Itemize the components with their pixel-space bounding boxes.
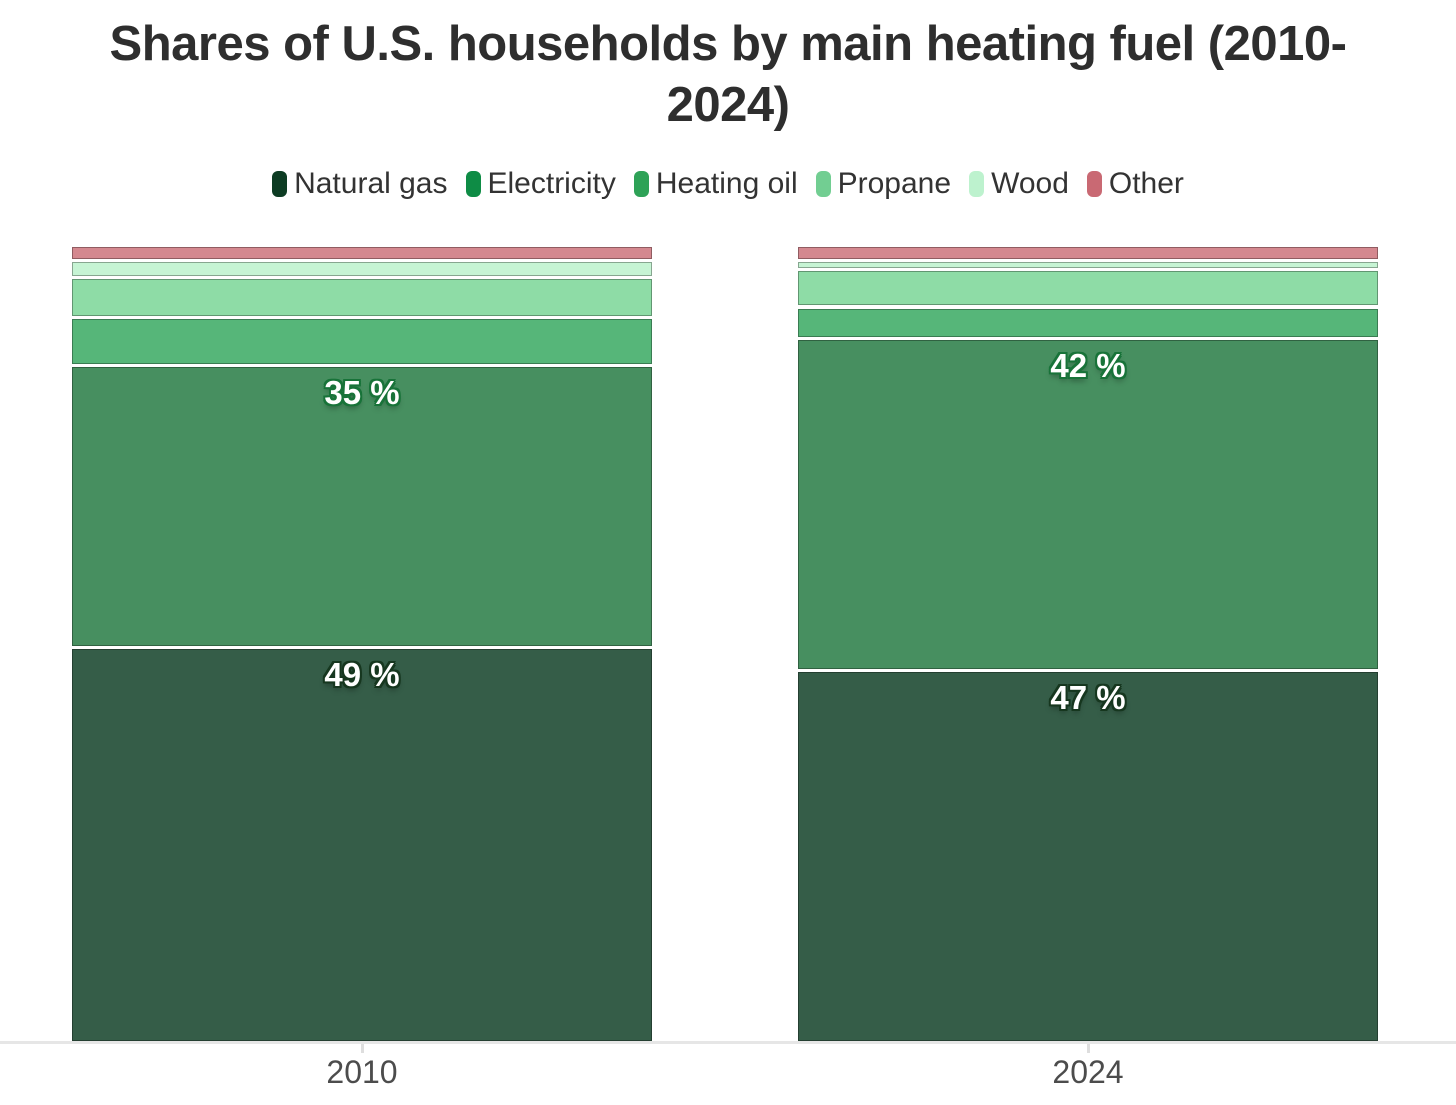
legend-swatch-electricity [465,171,481,197]
legend-item-wood[interactable]: Wood [969,167,1069,201]
segment-propane-2010[interactable] [72,279,652,317]
segment-other-2024[interactable] [798,247,1378,259]
legend-label: Heating oil [655,167,798,200]
legend-item-heating-oil[interactable]: Heating oil [633,167,798,201]
chart-title-line-1: Shares of U.S. households by main heatin… [109,17,1347,71]
chart-legend: Natural gas Electricity Heating oil Propane… [0,167,1456,201]
legend-swatch-propane [815,171,831,197]
data-label-natural-gas-2010: 49 % [324,655,400,693]
chart-title: Shares of U.S. households by main heatin… [0,14,1456,136]
chart-title-line-2: 2024) [666,78,790,132]
legend-item-propane[interactable]: Propane [815,167,952,201]
legend-item-natural-gas[interactable]: Natural gas [272,167,448,201]
data-label-electricity-2010: 35 % [324,374,400,412]
segment-wood-2024[interactable] [798,261,1378,269]
segment-heating-oil-2010[interactable] [72,319,652,365]
segment-heating-oil-2024[interactable] [798,308,1378,338]
legend-label: Electricity [487,167,616,200]
segment-wood-2010[interactable] [72,262,652,277]
x-axis-tick-2024 [1086,1044,1090,1053]
segment-other-2010[interactable] [72,247,652,260]
legend-item-other[interactable]: Other [1086,167,1184,201]
segment-propane-2024[interactable] [798,271,1378,306]
bar-2024: 47 % 42 % [798,247,1378,1041]
legend-item-electricity[interactable]: Electricity [465,167,616,201]
legend-label: Propane [837,167,952,200]
legend-label: Natural gas [294,167,448,200]
x-axis-line [0,1041,1456,1044]
segment-electricity-2010[interactable]: 35 % [72,367,652,646]
segment-natural-gas-2010[interactable]: 49 % [72,648,652,1041]
x-axis-label-2010: 2010 [326,1054,398,1090]
legend-swatch-other [1086,171,1102,197]
data-label-natural-gas-2024: 47 % [1050,678,1126,716]
legend-label: Wood [991,167,1069,200]
segment-electricity-2024[interactable]: 42 % [798,340,1378,669]
data-label-electricity-2024: 42 % [1050,347,1126,385]
legend-swatch-heating-oil [633,171,649,197]
x-axis-label-2024: 2024 [1052,1054,1124,1090]
segment-natural-gas-2024[interactable]: 47 % [798,671,1378,1041]
legend-swatch-wood [969,171,985,197]
legend-swatch-natural-gas [272,171,288,197]
x-axis-tick-2010 [360,1044,364,1053]
legend-label: Other [1108,167,1184,200]
bar-2010: 49 % 35 % [72,247,652,1041]
